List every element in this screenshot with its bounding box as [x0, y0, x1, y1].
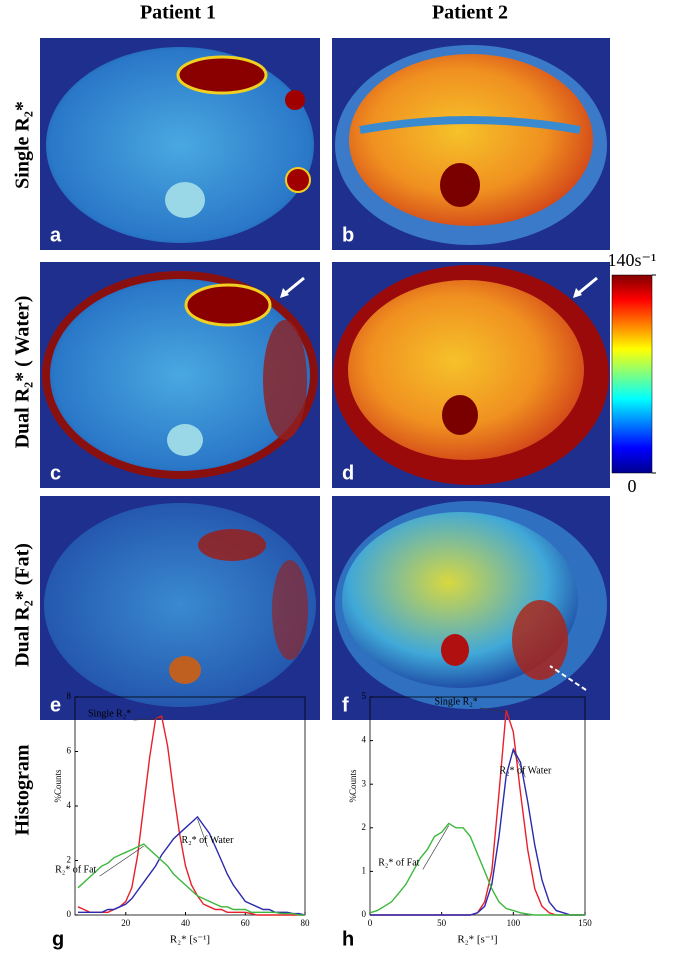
x-tick-label: 60 [241, 918, 251, 928]
series-line [369, 822, 585, 916]
colorbar-label: 140s⁻¹ [608, 250, 657, 270]
x-tick-label: 100 [507, 918, 521, 928]
annotation: Single R₂* [88, 708, 131, 719]
mri-image [332, 38, 610, 250]
x-tick-label: 80 [301, 918, 311, 928]
series-line [77, 715, 305, 916]
y-tick-label: 8 [67, 691, 72, 701]
row-label: Dual R₂* (Fat) [12, 543, 34, 667]
y-tick-label: 3 [362, 778, 367, 788]
mri-image [40, 262, 320, 488]
panel-label: g [52, 928, 64, 950]
mri-image [40, 38, 320, 250]
y-tick-label: 2 [67, 855, 72, 865]
x-tick-label: 0 [368, 918, 373, 928]
annotation: R₂* of Fat [378, 858, 419, 869]
x-tick-label: 20 [121, 918, 131, 928]
annotation: R₂* of Water [499, 766, 552, 777]
series-line [78, 815, 306, 916]
x-tick-label: 150 [578, 918, 592, 928]
row-label: Single R₂* [12, 101, 34, 189]
series-line [77, 843, 305, 916]
y-tick-label: 0 [67, 909, 72, 919]
annotation-arrow [133, 717, 162, 721]
y-tick-label: 4 [362, 735, 367, 745]
plot-frame [369, 696, 586, 916]
series-line [370, 709, 585, 916]
annotation-arrow [513, 751, 526, 778]
mri-image [332, 496, 610, 720]
y-tick-label: 4 [67, 800, 72, 810]
annotation: R₂* of Water [181, 835, 234, 846]
x-axis-label: R₂* [s⁻¹] [170, 934, 210, 946]
annotation: R₂* of Fat [55, 864, 96, 875]
colorbar-label: 0 [628, 476, 637, 496]
annotation-arrow [197, 818, 208, 848]
x-axis-label: R₂* [s⁻¹] [457, 934, 497, 946]
y-tick-label: 6 [67, 746, 72, 756]
colorbar [611, 274, 653, 474]
column-header: Patient 2 [432, 2, 508, 24]
panel-label: c [50, 462, 61, 484]
y-tick-label: 2 [362, 822, 367, 832]
y-axis-label: %Counts [53, 769, 63, 803]
panel-label: d [342, 462, 354, 484]
panel-label: h [342, 928, 354, 950]
column-header: Patient 1 [140, 2, 216, 24]
y-tick-label: 0 [362, 909, 367, 919]
x-tick-label: 50 [437, 918, 447, 928]
mri-image [332, 262, 610, 488]
annotation-arrow [99, 845, 144, 877]
mri-image [40, 496, 320, 720]
annotation-arrow [422, 825, 450, 870]
y-tick-label: 1 [362, 865, 367, 875]
annotation: Single R₂* [435, 696, 478, 707]
panel-label: e [50, 694, 61, 716]
y-axis-label: %Counts [348, 769, 358, 803]
annotation-arrow [480, 707, 507, 713]
panel-label: b [342, 224, 354, 246]
x-tick-label: 40 [181, 918, 191, 928]
panel-label: a [50, 224, 62, 246]
row-label: Dual R₂* ( Water) [12, 296, 34, 449]
series-line [370, 747, 585, 916]
y-tick-label: 5 [362, 691, 367, 701]
panel-label: f [342, 694, 349, 716]
row-label: Histogram [12, 744, 34, 835]
